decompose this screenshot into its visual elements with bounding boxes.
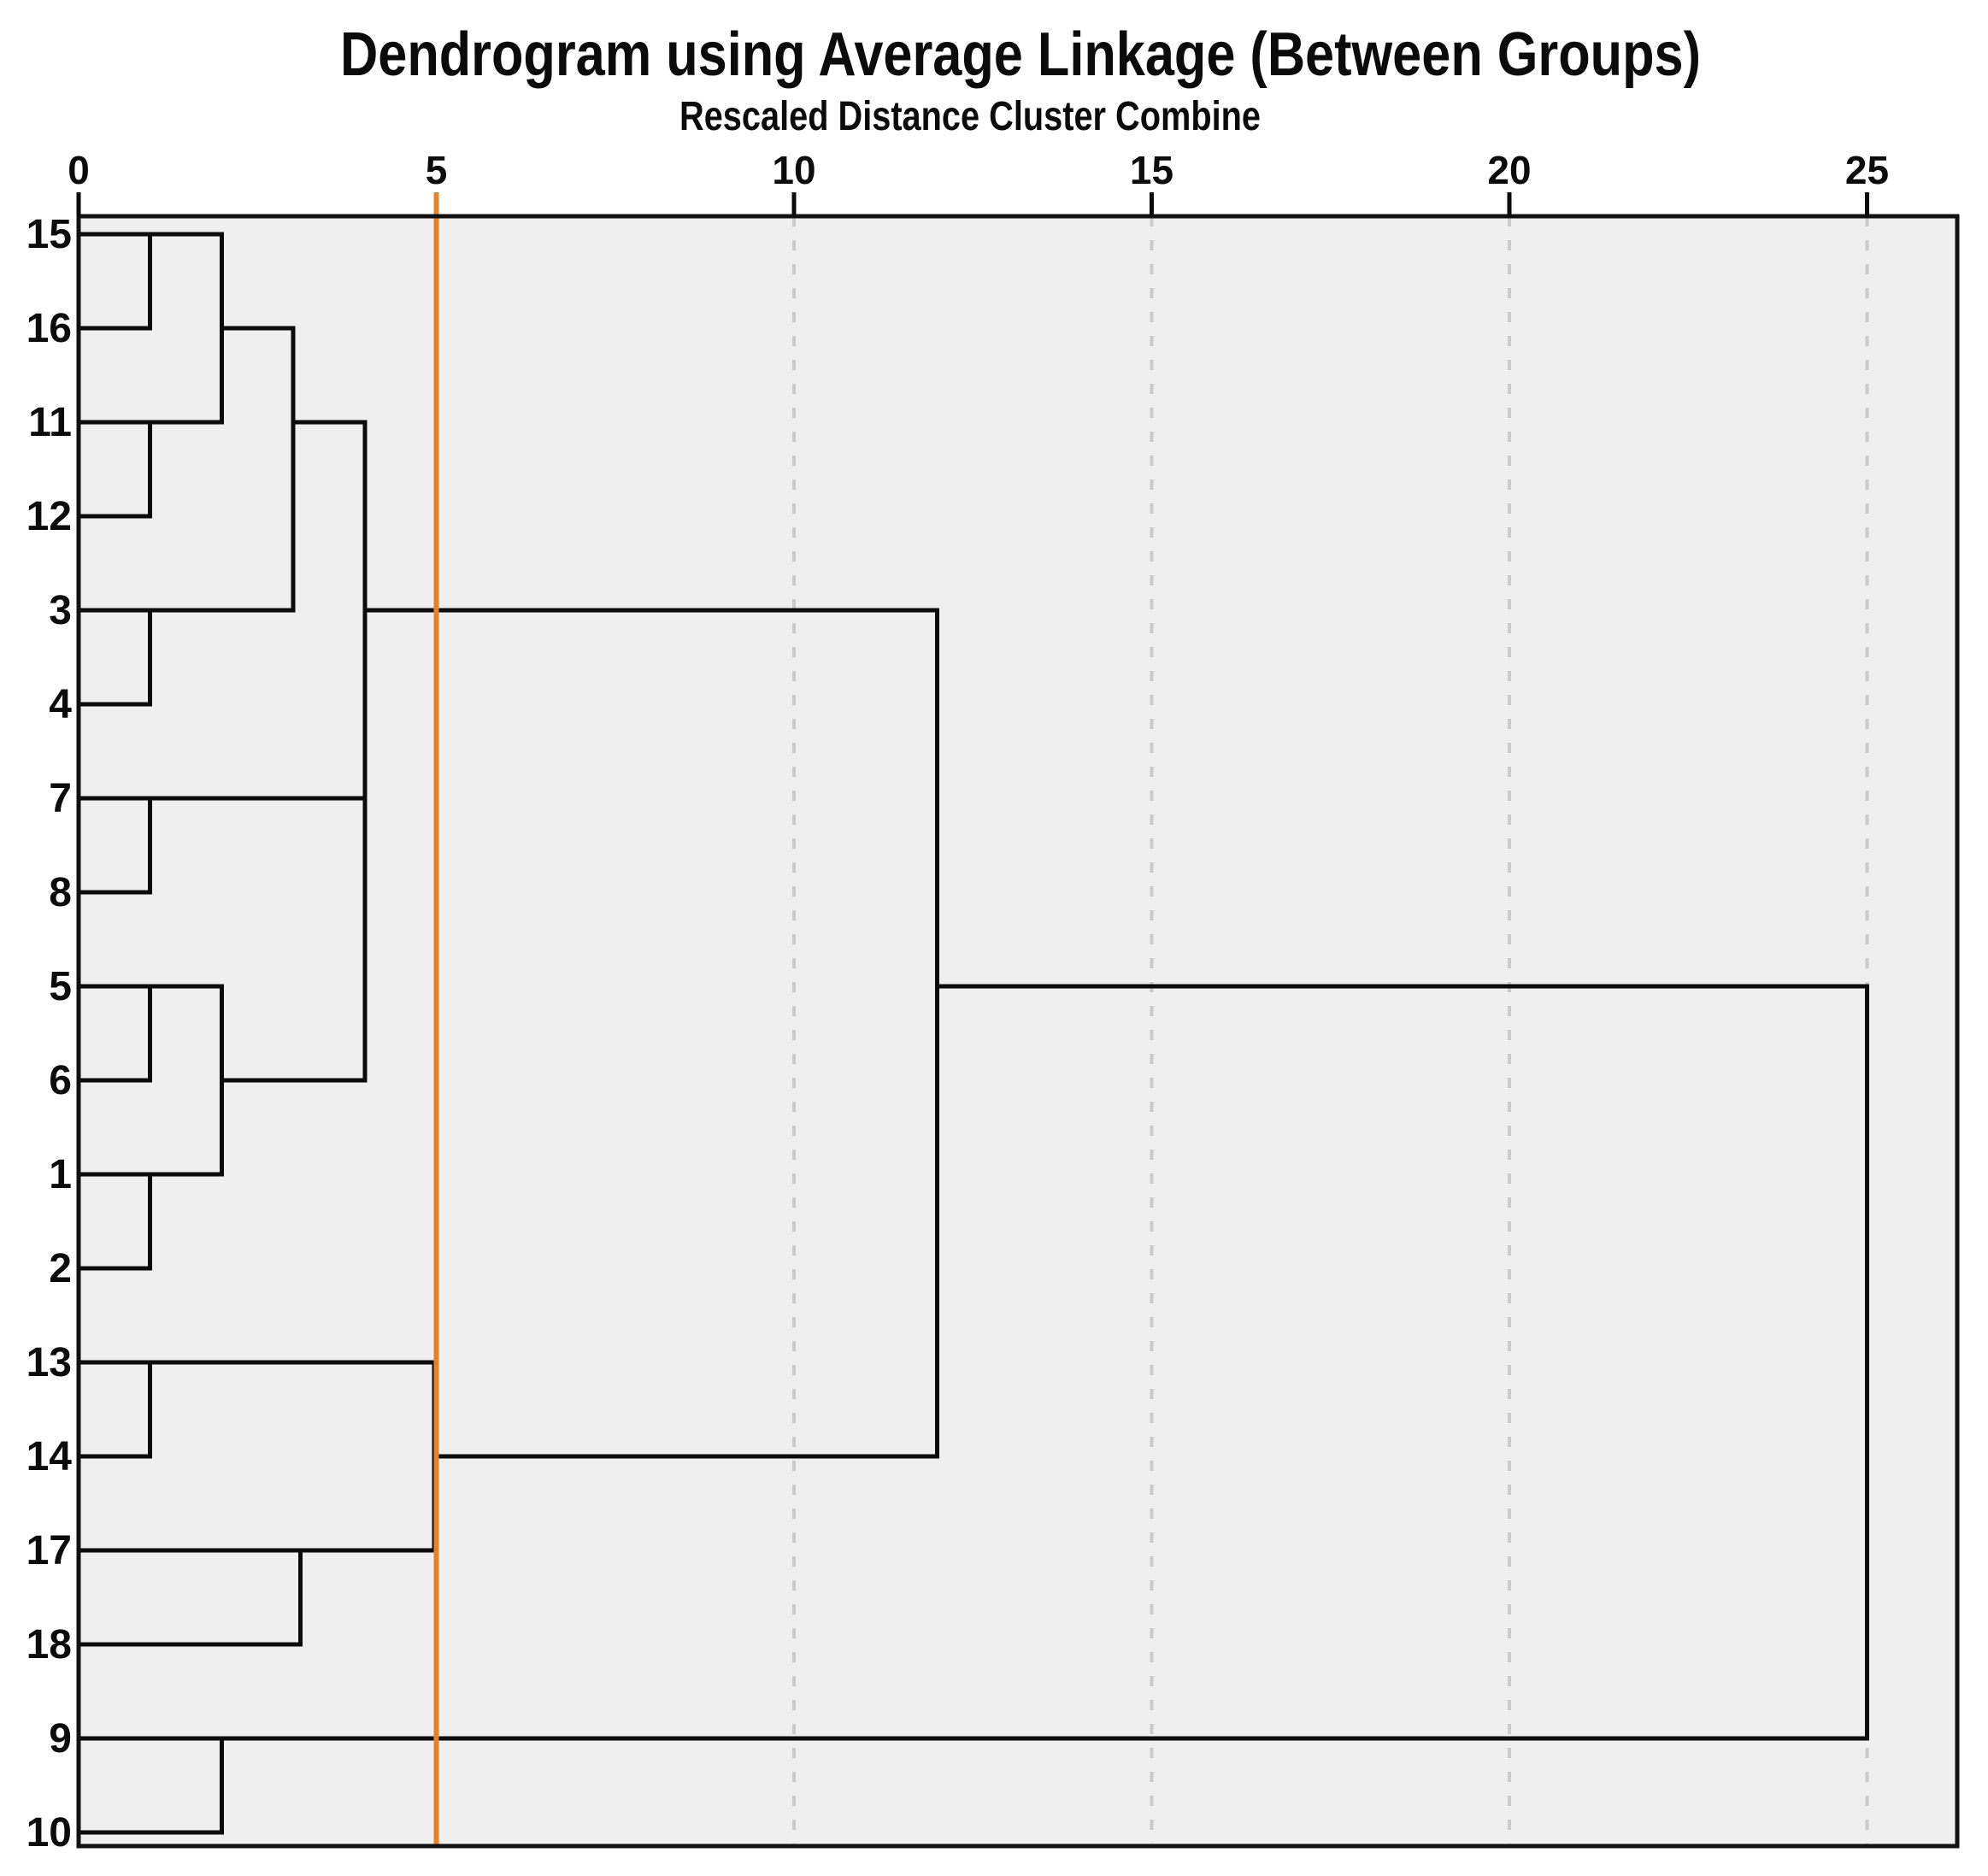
chart-subtitle: Rescaled Distance Cluster Combine	[679, 94, 1261, 139]
plot-border-layer	[76, 214, 1960, 1849]
leaf-label-17: 17	[26, 1528, 72, 1573]
leaf-label-15: 15	[26, 212, 72, 257]
chart-title: Dendrogram using Average Linkage (Betwee…	[340, 21, 1701, 89]
leaf-label-16: 16	[26, 306, 72, 351]
leaf-label-10: 10	[26, 1810, 72, 1855]
leaf-label-9: 9	[49, 1716, 72, 1761]
axis-layer: 0 5 10 15 20 25	[68, 148, 1889, 216]
leaf-label-2: 2	[49, 1246, 72, 1291]
axis-tick-label-10: 10	[772, 148, 815, 192]
axis-tick-label-5: 5	[426, 148, 448, 192]
leaf-label-4: 4	[49, 682, 72, 727]
leaf-label-1: 1	[49, 1152, 72, 1197]
axis-tick-label-15: 15	[1130, 148, 1173, 192]
leaf-label-8: 8	[49, 870, 72, 915]
dendrogram-tree-layer	[79, 232, 1869, 1835]
leaf-label-18: 18	[26, 1622, 72, 1667]
plot-background-layer	[79, 216, 1957, 1846]
axis-tick-label-0: 0	[68, 148, 90, 192]
leaf-label-13: 13	[26, 1340, 72, 1385]
leaf-label-14: 14	[26, 1434, 73, 1479]
leaf-label-7: 7	[49, 776, 72, 821]
leaf-label-6: 6	[49, 1058, 72, 1103]
plot-border	[76, 214, 1960, 1849]
axis-tick-label-20: 20	[1487, 148, 1531, 192]
axis-tick-label-25: 25	[1845, 148, 1889, 192]
plot-background	[79, 216, 1957, 1846]
leaf-label-5: 5	[49, 964, 72, 1009]
leaf-label-11: 11	[28, 400, 72, 445]
leaf-label-12: 12	[26, 494, 72, 539]
leaf-label-3: 3	[49, 588, 72, 633]
